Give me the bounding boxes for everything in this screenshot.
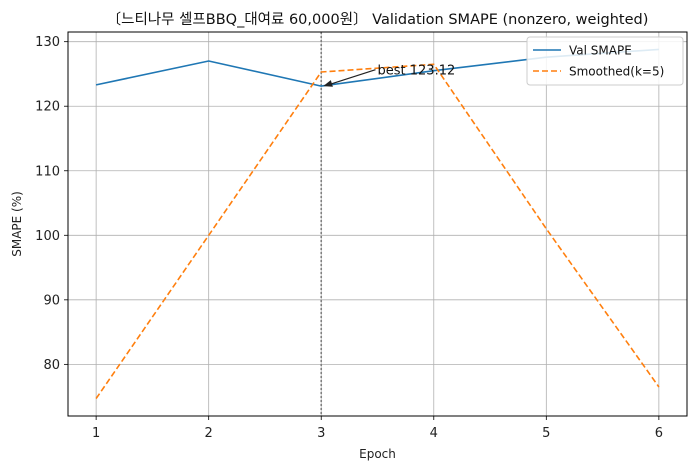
- y-tick-label: 130: [35, 35, 60, 50]
- x-axis-ticks: 1 2 3 4 5 6: [92, 416, 663, 441]
- chart-title: 〔느티나무 셀프BBQ_대여료 60,000원〕 Validation SMAP…: [107, 11, 649, 28]
- legend-box: [526, 36, 684, 86]
- legend-label: Val SMAPE: [569, 44, 632, 58]
- grid: [68, 32, 687, 416]
- x-tick-label: 5: [542, 426, 550, 441]
- x-tick-label: 1: [92, 426, 100, 441]
- series-lines: [95, 48, 660, 400]
- y-tick-label: 120: [35, 100, 60, 115]
- y-tick-label: 90: [43, 293, 60, 308]
- y-axis-ticks: 80 90 100 110 120 130: [35, 35, 68, 373]
- annotation-arrow-head: [323, 80, 333, 87]
- annotation: best 123.12: [323, 64, 455, 87]
- x-tick-label: 2: [205, 426, 213, 441]
- y-tick-label: 100: [35, 229, 60, 244]
- x-tick-label: 4: [430, 426, 438, 441]
- x-tick-label: 3: [317, 426, 325, 441]
- legend-label: Smoothed(k=5): [569, 65, 664, 79]
- smoothed-line: [95, 63, 660, 400]
- y-axis-label: SMAPE (%): [10, 191, 24, 257]
- annotation-arrow-line: [329, 69, 376, 86]
- y-tick-label: 110: [35, 164, 60, 179]
- y-tick-label: 80: [43, 358, 60, 373]
- legend: Val SMAPE Smoothed(k=5): [526, 36, 684, 86]
- x-axis-label: Epoch: [359, 447, 396, 461]
- annotation-text: best 123.12: [378, 64, 456, 79]
- x-tick-label: 6: [655, 426, 663, 441]
- plot-frame: [67, 31, 688, 417]
